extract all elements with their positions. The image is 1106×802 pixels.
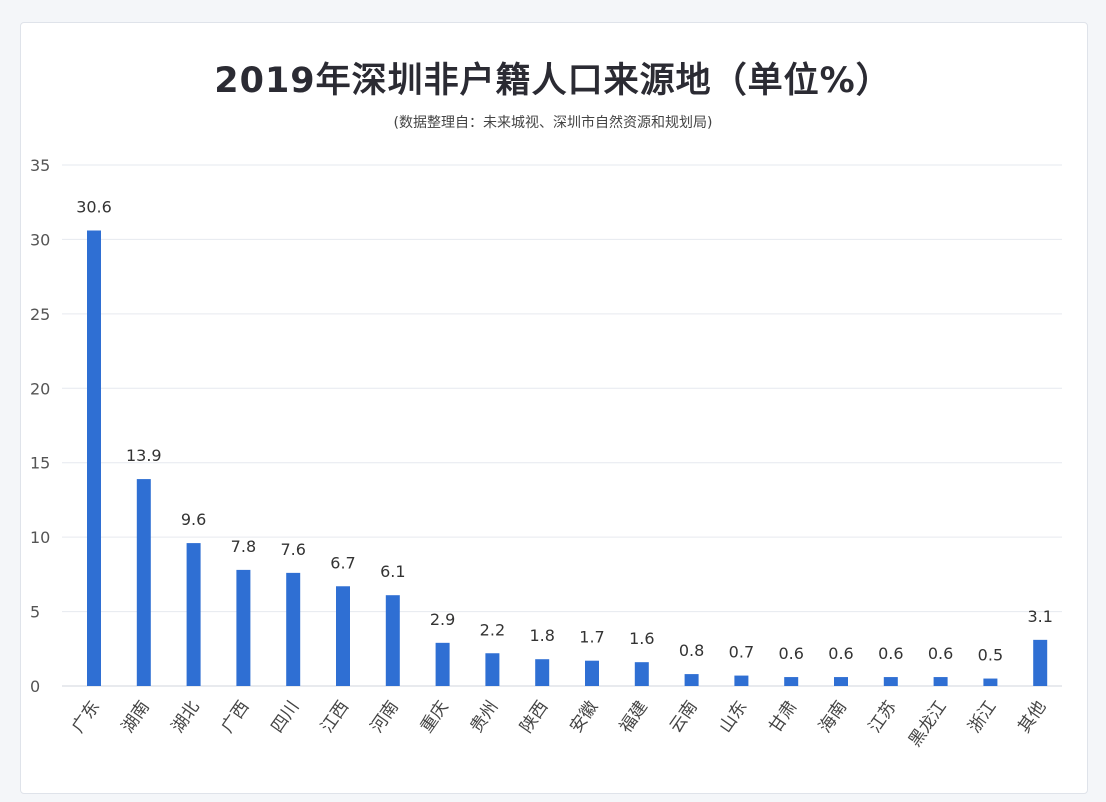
x-tick-label: 山东 xyxy=(716,697,752,736)
chart-subtitle: (数据整理自：未来城视、深圳市自然资源和规划局) xyxy=(393,115,713,131)
x-tick-label: 四川 xyxy=(267,697,303,736)
bar-重庆 xyxy=(435,642,450,686)
bar-黑龙江 xyxy=(933,677,948,686)
x-tick-label: 陕西 xyxy=(516,697,552,736)
x-tick-label: 湖南 xyxy=(118,697,154,736)
x-tick-label: 云南 xyxy=(666,697,702,736)
bar-浙江 xyxy=(983,678,998,686)
y-tick-label: 15 xyxy=(30,454,50,473)
x-tick-label: 其他 xyxy=(1014,697,1050,736)
y-tick-label: 30 xyxy=(30,230,50,249)
data-label: 1.6 xyxy=(629,629,654,648)
data-label: 3.1 xyxy=(1027,607,1052,626)
data-label: 13.9 xyxy=(126,446,162,465)
bar-山东 xyxy=(734,675,749,686)
bar-江苏 xyxy=(883,677,898,686)
x-tick-label: 安徽 xyxy=(566,697,602,736)
data-label: 0.6 xyxy=(928,644,953,663)
x-tick-label: 广东 xyxy=(68,697,104,736)
y-tick-label: 0 xyxy=(30,677,40,696)
data-label: 6.1 xyxy=(380,562,405,581)
x-tick-label: 广西 xyxy=(218,697,254,736)
data-label: 1.7 xyxy=(579,628,604,647)
x-tick-label: 福建 xyxy=(616,697,652,736)
data-label: 1.8 xyxy=(529,626,554,645)
data-label: 7.8 xyxy=(231,537,256,556)
bar-海南 xyxy=(834,677,848,686)
bar-江西 xyxy=(336,586,350,686)
y-tick-label: 5 xyxy=(30,603,40,622)
data-label: 2.9 xyxy=(430,610,455,629)
bar-广东 xyxy=(87,230,101,687)
bar-甘肃 xyxy=(784,677,799,686)
data-label: 7.6 xyxy=(280,540,305,559)
x-tick-label: 甘肃 xyxy=(765,697,801,736)
bar-福建 xyxy=(634,662,649,686)
x-tick-label: 贵州 xyxy=(467,697,503,736)
y-tick-label: 25 xyxy=(30,305,50,324)
y-tick-label: 35 xyxy=(30,156,50,175)
bar-四川 xyxy=(286,572,301,686)
x-tick-label: 黑龙江 xyxy=(905,697,951,750)
x-tick-label: 河南 xyxy=(367,697,403,736)
bar-湖北 xyxy=(186,543,201,686)
data-label: 0.6 xyxy=(778,644,803,663)
y-tick-label: 20 xyxy=(30,379,50,398)
x-tick-label: 江西 xyxy=(317,697,353,736)
bar-广西 xyxy=(236,569,251,686)
bar-河南 xyxy=(385,595,400,686)
bar-其他 xyxy=(1033,639,1048,686)
data-label: 0.5 xyxy=(978,646,1003,665)
data-label: 30.6 xyxy=(76,197,112,216)
x-tick-label: 重庆 xyxy=(417,697,453,736)
bar-贵州 xyxy=(485,653,500,686)
y-tick-label: 10 xyxy=(30,528,50,547)
data-label: 6.7 xyxy=(330,553,355,572)
data-label: 0.6 xyxy=(878,644,903,663)
data-label: 0.6 xyxy=(828,644,853,663)
data-label: 0.7 xyxy=(729,643,754,662)
data-label: 9.6 xyxy=(181,510,206,529)
x-tick-label: 海南 xyxy=(815,697,851,736)
chart-title: 2019年深圳非户籍人口来源地（单位%） xyxy=(214,61,892,101)
x-tick-label: 浙江 xyxy=(965,697,1001,736)
data-label: 2.2 xyxy=(480,620,505,639)
bar-湖南 xyxy=(136,479,151,686)
x-tick-label: 湖北 xyxy=(168,697,204,736)
bar-安徽 xyxy=(585,660,599,686)
bar-陕西 xyxy=(535,659,550,686)
data-label: 0.8 xyxy=(679,641,704,660)
x-tick-label: 江苏 xyxy=(865,697,901,736)
bar-云南 xyxy=(684,674,699,686)
